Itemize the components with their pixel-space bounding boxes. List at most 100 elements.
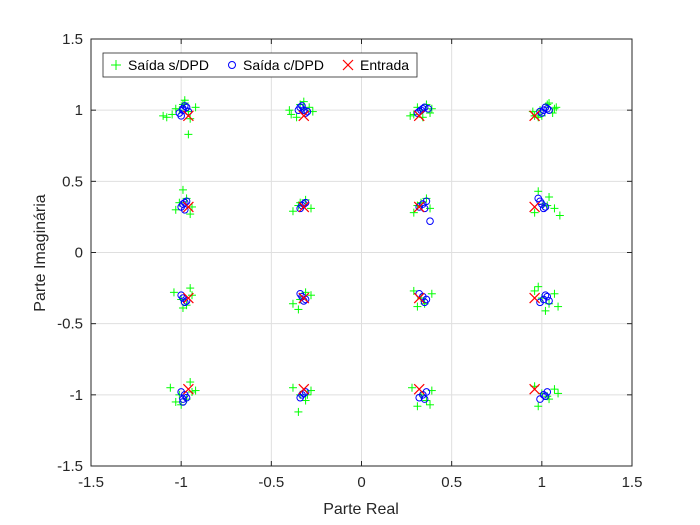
y-tick-label: 0 [75,245,83,262]
data-point-plus [187,202,196,211]
data-point-circle [420,103,429,112]
data-point-plus [171,205,180,214]
data-point-circle [424,104,433,113]
data-point-plus [427,289,436,298]
data-point-plus [305,103,314,112]
data-point-plus [169,288,178,297]
data-point-plus [171,104,180,113]
data-point-plus [162,113,171,122]
data-point-plus [534,282,543,291]
x-tick-label: -1.5 [78,474,104,491]
data-point-x [298,110,310,122]
data-point-plus [175,198,184,207]
data-point-plus [555,211,564,220]
y-tick-label: 0.5 [62,173,83,190]
data-point-circle [543,292,552,301]
data-point-circle [182,103,191,112]
axis-ticks [90,38,633,467]
data-point-circle [299,389,308,398]
data-point-x [529,110,541,122]
data-point-plus [288,299,297,308]
data-point-circle [536,298,544,307]
data-point-plus [407,383,416,392]
data-point-circle [534,194,543,203]
y-axis-label: Parte Imaginária [32,194,49,311]
data-point-plus [294,305,303,314]
data-point-circle [413,109,422,117]
x-axis-label: Parte Real [323,501,399,518]
data-point-circle [426,217,434,225]
x-tick-label: 0 [357,474,365,491]
data-point-plus [534,402,543,411]
y-tick-label: 1.5 [62,31,83,48]
data-point-circle [294,106,303,114]
data-point-plus [287,110,296,119]
legend-item-c-dpd: Saída c/DPD [228,57,324,73]
data-point-circle [415,393,424,402]
data-point-circle [415,289,424,298]
data-point-plus [168,110,177,119]
data-point-plus [159,111,168,120]
legend-label-c-dpd: Saída c/DPD [243,57,324,73]
y-tick-label: 1 [75,102,83,119]
legend-label-s-dpd: Saída s/DPD [128,57,209,73]
data-point-plus [409,110,418,119]
data-point-plus [308,107,317,116]
data-point-plus [288,207,297,216]
data-point-circle [545,106,553,114]
series-x-group [182,110,541,395]
data-point-plus [426,204,435,213]
data-point-plus [426,400,435,409]
data-point-circle [538,109,546,117]
data-point-plus [186,284,195,293]
data-point-x [298,292,310,304]
data-point-plus [554,389,563,398]
legend-item-entrada: Entrada [342,57,409,73]
data-point-circle [415,107,424,116]
data-point-plus [186,210,195,219]
x-tick-label: 1.5 [622,474,643,491]
data-point-plus [409,286,418,295]
data-point-x [413,292,425,304]
data-point-circle [420,298,429,307]
data-point-x [182,201,194,213]
data-point-plus [307,204,316,213]
data-point-x [529,383,541,395]
data-point-x [182,110,194,122]
data-point-circle [182,297,191,305]
y-tick-label: -0.5 [57,316,83,333]
data-point-plus [413,302,422,311]
data-point-circle [536,107,544,116]
data-point-plus [288,383,297,392]
data-point-plus [191,103,200,112]
legend-marker-x-icon [342,59,354,71]
data-point-circle [541,203,550,211]
legend: Saída s/DPD Saída c/DPD Entrada [102,52,418,78]
data-point-plus [550,289,559,298]
data-point-circle [543,388,552,396]
data-point-circle [301,109,310,117]
data-point-plus [550,385,559,394]
data-point-circle [296,289,304,298]
y-tick-label: -1.5 [57,458,83,475]
x-tick-label: 1 [538,474,546,491]
x-tick-label: -0.5 [258,474,284,491]
data-point-plus [178,185,187,194]
data-point-circle [180,298,189,307]
data-point-plus [554,302,563,311]
data-point-circle [422,388,431,396]
data-point-plus [166,383,175,392]
data-point-plus [294,407,303,416]
data-point-plus [534,187,543,196]
x-tick-label: 0.5 [441,474,462,491]
data-point-circle [180,206,189,214]
data-point-plus [409,208,418,217]
data-point-circle [177,388,185,396]
data-point-circle [179,104,187,113]
data-point-plus [191,386,200,395]
data-point-circle [545,297,553,305]
legend-label-entrada: Entrada [360,57,409,73]
data-point-x [298,201,310,213]
data-point-circle [179,395,187,403]
data-point-circle [422,197,431,206]
